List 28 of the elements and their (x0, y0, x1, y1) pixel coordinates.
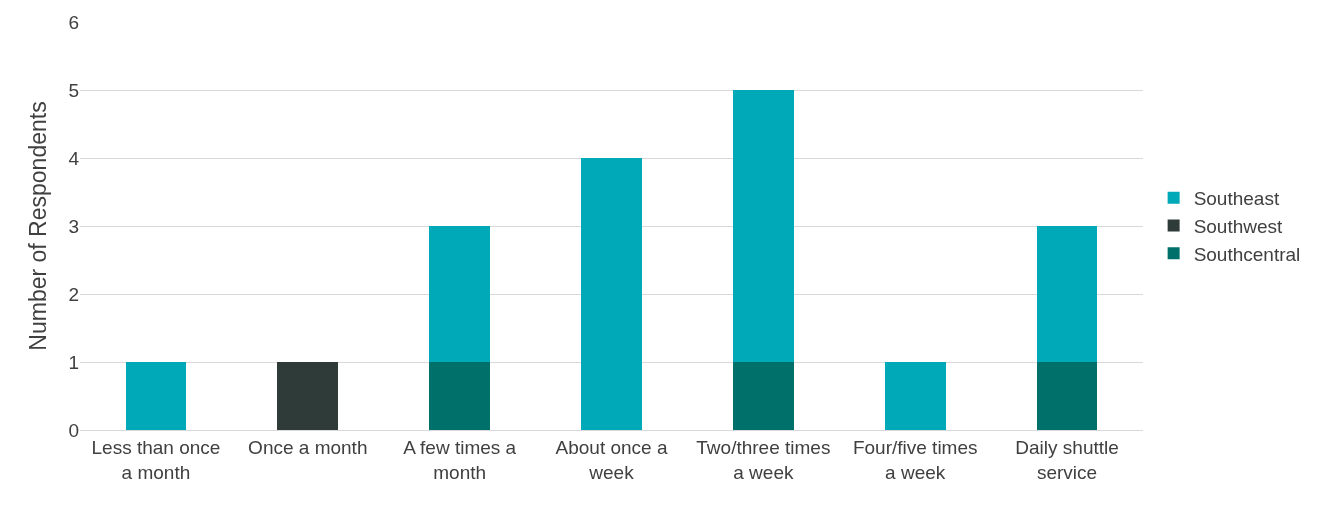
bar (1036, 226, 1098, 362)
y-tick-label: 1 (68, 351, 79, 373)
y-tick-label: 3 (68, 215, 79, 237)
x-tick-label: Two/three times a week (696, 436, 831, 483)
bar (1036, 362, 1098, 430)
bar (732, 90, 794, 362)
y-tick-label: 6 (68, 11, 79, 33)
bar (429, 362, 491, 430)
bar (125, 362, 187, 430)
legend-label: Southeast (1193, 188, 1280, 210)
x-tick-label: Less than once a month (91, 436, 221, 483)
y-axis-title: Number of Respondents (24, 101, 51, 351)
bar (581, 158, 642, 430)
y-tick-label: 0 (68, 419, 79, 441)
legend-label: Southcentral (1193, 243, 1301, 265)
bar (884, 362, 946, 430)
x-tick-label: About once a week (555, 436, 668, 483)
x-tick-label: Daily shuttle service (1015, 436, 1119, 483)
bar (429, 226, 491, 362)
x-tick-label: A few times a month (403, 436, 517, 483)
bar (732, 362, 794, 430)
bar (277, 362, 339, 430)
y-tick-label: 2 (68, 283, 79, 305)
y-tick-label: 4 (68, 147, 80, 169)
y-tick-label: 5 (68, 79, 79, 101)
x-tick-label: Four/five times a week (852, 436, 978, 483)
legend-label: Southwest (1193, 215, 1284, 237)
x-tick-label: Once a month (248, 436, 368, 458)
